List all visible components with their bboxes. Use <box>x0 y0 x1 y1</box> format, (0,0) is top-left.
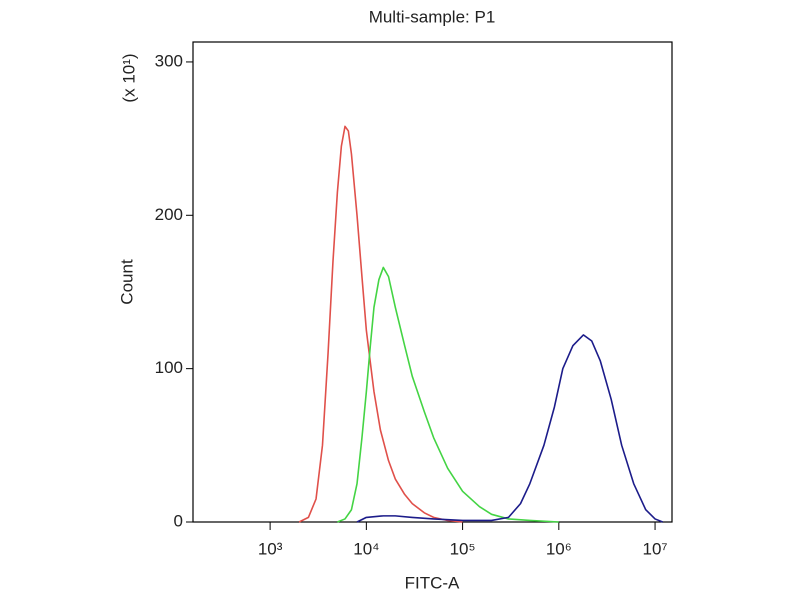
series-line <box>298 125 463 523</box>
y-tick-label: 0 <box>174 511 183 530</box>
series-line <box>337 266 559 523</box>
y-scale-note: (x 10¹) <box>119 53 138 102</box>
x-tick-label: 10³ <box>258 539 283 558</box>
x-axis-label: FITC-A <box>405 573 460 592</box>
x-tick-label: 10⁵ <box>450 539 476 558</box>
plot-frame <box>192 41 673 523</box>
y-tick-label: 200 <box>155 205 183 224</box>
y-axis-label: Count <box>117 259 136 305</box>
y-tick-label: 300 <box>155 51 183 70</box>
chart-title: Multi-sample: P1 <box>369 7 496 26</box>
x-tick-label: 10⁶ <box>546 539 572 558</box>
x-tick-label: 10⁷ <box>643 539 668 558</box>
series-line <box>356 334 663 523</box>
y-tick-label: 100 <box>155 358 183 377</box>
x-tick-label: 10⁴ <box>353 539 379 558</box>
